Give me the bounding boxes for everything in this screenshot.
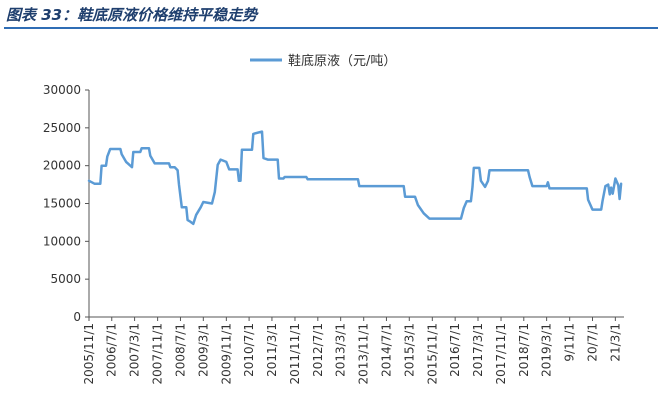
x-tick-label: 2012/7/1 bbox=[311, 323, 325, 377]
y-tick-label: 0 bbox=[73, 310, 81, 324]
y-tick-label: 15000 bbox=[43, 197, 81, 211]
y-tick-label: 25000 bbox=[43, 121, 81, 135]
x-tick-label: 2018/7/1 bbox=[517, 323, 531, 377]
x-tick-label: 2006/7/1 bbox=[105, 323, 119, 377]
x-tick-label: 20/7/1 bbox=[586, 323, 600, 362]
x-tick-label: 2011/3/1 bbox=[265, 323, 279, 377]
legend: 鞋底原液（元/吨） bbox=[250, 53, 396, 69]
x-tick-label: 2010/7/1 bbox=[242, 323, 256, 377]
y-tick-label: 5000 bbox=[50, 272, 81, 286]
y-tick-label: 10000 bbox=[43, 234, 81, 248]
x-tick-label: 2016/7/1 bbox=[448, 323, 462, 377]
title-rule bbox=[4, 27, 658, 29]
y-tick-label: 30000 bbox=[43, 83, 81, 97]
x-tick-label: 2009/11/1 bbox=[219, 323, 233, 385]
y-axis: 0 5000 10000 15000 20000 25000 30000 bbox=[43, 83, 90, 324]
plot-area bbox=[87, 130, 623, 226]
x-tick-label: 9/11/1 bbox=[563, 323, 577, 362]
x-tick-label: 2007/3/1 bbox=[128, 323, 142, 377]
x-tick-label: 2005/11/1 bbox=[82, 323, 96, 385]
x-tick-label: 2015/3/1 bbox=[402, 323, 416, 377]
x-axis: 2005/11/1 2006/7/1 2007/3/1 2007/11/1 2008/7… bbox=[82, 316, 624, 385]
x-tick-label: 21/3/1 bbox=[608, 323, 622, 362]
x-tick-label: 2011/11/1 bbox=[288, 323, 302, 385]
x-tick-label: 2007/11/1 bbox=[151, 323, 165, 385]
x-tick-label: 2019/3/1 bbox=[540, 323, 554, 377]
series-line bbox=[87, 130, 623, 226]
legend-label: 鞋底原液（元/吨） bbox=[288, 53, 396, 69]
x-tick-label: 2014/7/1 bbox=[379, 323, 393, 377]
x-tick-label: 2015/11/1 bbox=[425, 323, 439, 385]
x-tick-label: 2017/11/1 bbox=[494, 323, 508, 385]
x-tick-label: 2009/3/1 bbox=[196, 323, 210, 377]
x-tick-label: 2008/7/1 bbox=[173, 323, 187, 377]
y-tick-label: 20000 bbox=[43, 159, 81, 173]
x-tick-label: 2013/11/1 bbox=[357, 323, 371, 385]
figure-title: 图表 33：鞋底原液价格维持平稳走势 bbox=[6, 6, 258, 24]
x-tick-label: 2013/3/1 bbox=[334, 323, 348, 377]
x-tick-label: 2017/3/1 bbox=[471, 323, 485, 377]
